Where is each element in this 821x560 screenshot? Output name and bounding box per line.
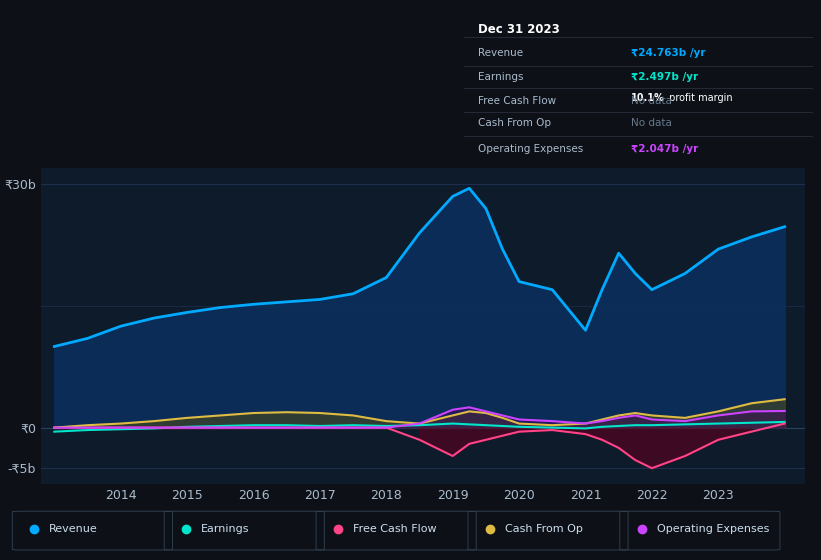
Text: Cash From Op: Cash From Op — [505, 524, 583, 534]
Text: Free Cash Flow: Free Cash Flow — [353, 524, 437, 534]
Text: Free Cash Flow: Free Cash Flow — [478, 96, 556, 106]
Text: Cash From Op: Cash From Op — [478, 118, 551, 128]
Text: Earnings: Earnings — [201, 524, 250, 534]
Text: Revenue: Revenue — [49, 524, 98, 534]
Text: Revenue: Revenue — [478, 48, 523, 58]
Text: ₹2.047b /yr: ₹2.047b /yr — [631, 144, 699, 154]
Text: 10.1%: 10.1% — [631, 93, 665, 103]
Text: ₹24.763b /yr: ₹24.763b /yr — [631, 48, 706, 58]
Text: Operating Expenses: Operating Expenses — [478, 144, 583, 154]
Text: profit margin: profit margin — [667, 93, 733, 103]
Text: No data: No data — [631, 118, 672, 128]
Text: ₹2.497b /yr: ₹2.497b /yr — [631, 72, 699, 82]
Text: No data: No data — [631, 96, 672, 106]
Text: Earnings: Earnings — [478, 72, 523, 82]
Text: Dec 31 2023: Dec 31 2023 — [478, 23, 560, 36]
Text: Operating Expenses: Operating Expenses — [657, 524, 769, 534]
